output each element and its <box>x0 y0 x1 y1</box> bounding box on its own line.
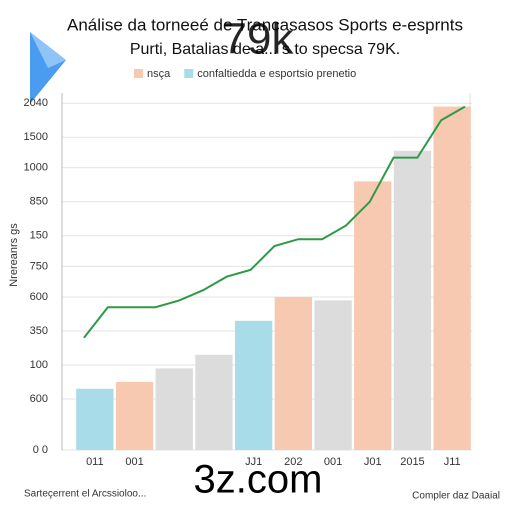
bar <box>354 181 392 450</box>
legend-swatch <box>134 69 143 78</box>
chart-subtitle: Purti, Batalias de a... s to specsa 79K. <box>130 41 400 58</box>
watermark: 3z.com <box>194 458 323 502</box>
footer-left: Sarteçerrent el Arcssioloo... <box>24 489 146 500</box>
x-tick-label: J11 <box>444 456 461 468</box>
y-tick-label: 600 <box>30 393 48 405</box>
legend-swatch <box>184 69 194 78</box>
bar <box>433 106 471 450</box>
y-tick-label: 1000 <box>24 162 48 174</box>
legend-label: confaltiedda e esportsio prenetio <box>197 68 356 80</box>
bar <box>115 382 154 450</box>
y-tick-label: 350 <box>30 325 48 337</box>
footer-right: Compler daz Daaial <box>412 491 500 502</box>
x-tick-label: 001 <box>324 456 342 468</box>
bar <box>393 150 432 451</box>
y-tick-label: 850 <box>30 196 48 208</box>
x-tick-label: 2015 <box>400 456 424 468</box>
x-tick-label: 001 <box>125 456 143 468</box>
watermark: 79k <box>223 15 295 64</box>
y-tick-label: 600 <box>30 291 48 303</box>
trend-line <box>83 105 466 339</box>
chart-title: Análise da torneeé de Trancasasos Sports… <box>67 15 463 34</box>
legend-label: nsça <box>147 68 171 80</box>
y-tick-label: 750 <box>30 260 48 272</box>
bar <box>234 320 273 450</box>
bar <box>274 297 313 450</box>
bar <box>314 300 352 450</box>
y-tick-label: 100 <box>30 359 48 371</box>
bar <box>195 354 233 450</box>
y-tick-label: 0 0 <box>33 444 48 456</box>
logo-shade <box>30 32 66 68</box>
bar <box>155 368 193 450</box>
y-tick-label: 150 <box>30 230 48 242</box>
y-tick-label: 2040 <box>24 97 48 109</box>
y-tick-label: 1500 <box>24 131 48 143</box>
x-tick-label: 202 <box>284 456 302 468</box>
y-axis-label: Nrereanrs gs <box>8 223 20 287</box>
x-tick-label: J01 <box>364 456 382 468</box>
bar <box>76 388 114 450</box>
x-tick-label: 011 <box>86 456 104 468</box>
x-tick-label: JJ1 <box>245 456 262 468</box>
